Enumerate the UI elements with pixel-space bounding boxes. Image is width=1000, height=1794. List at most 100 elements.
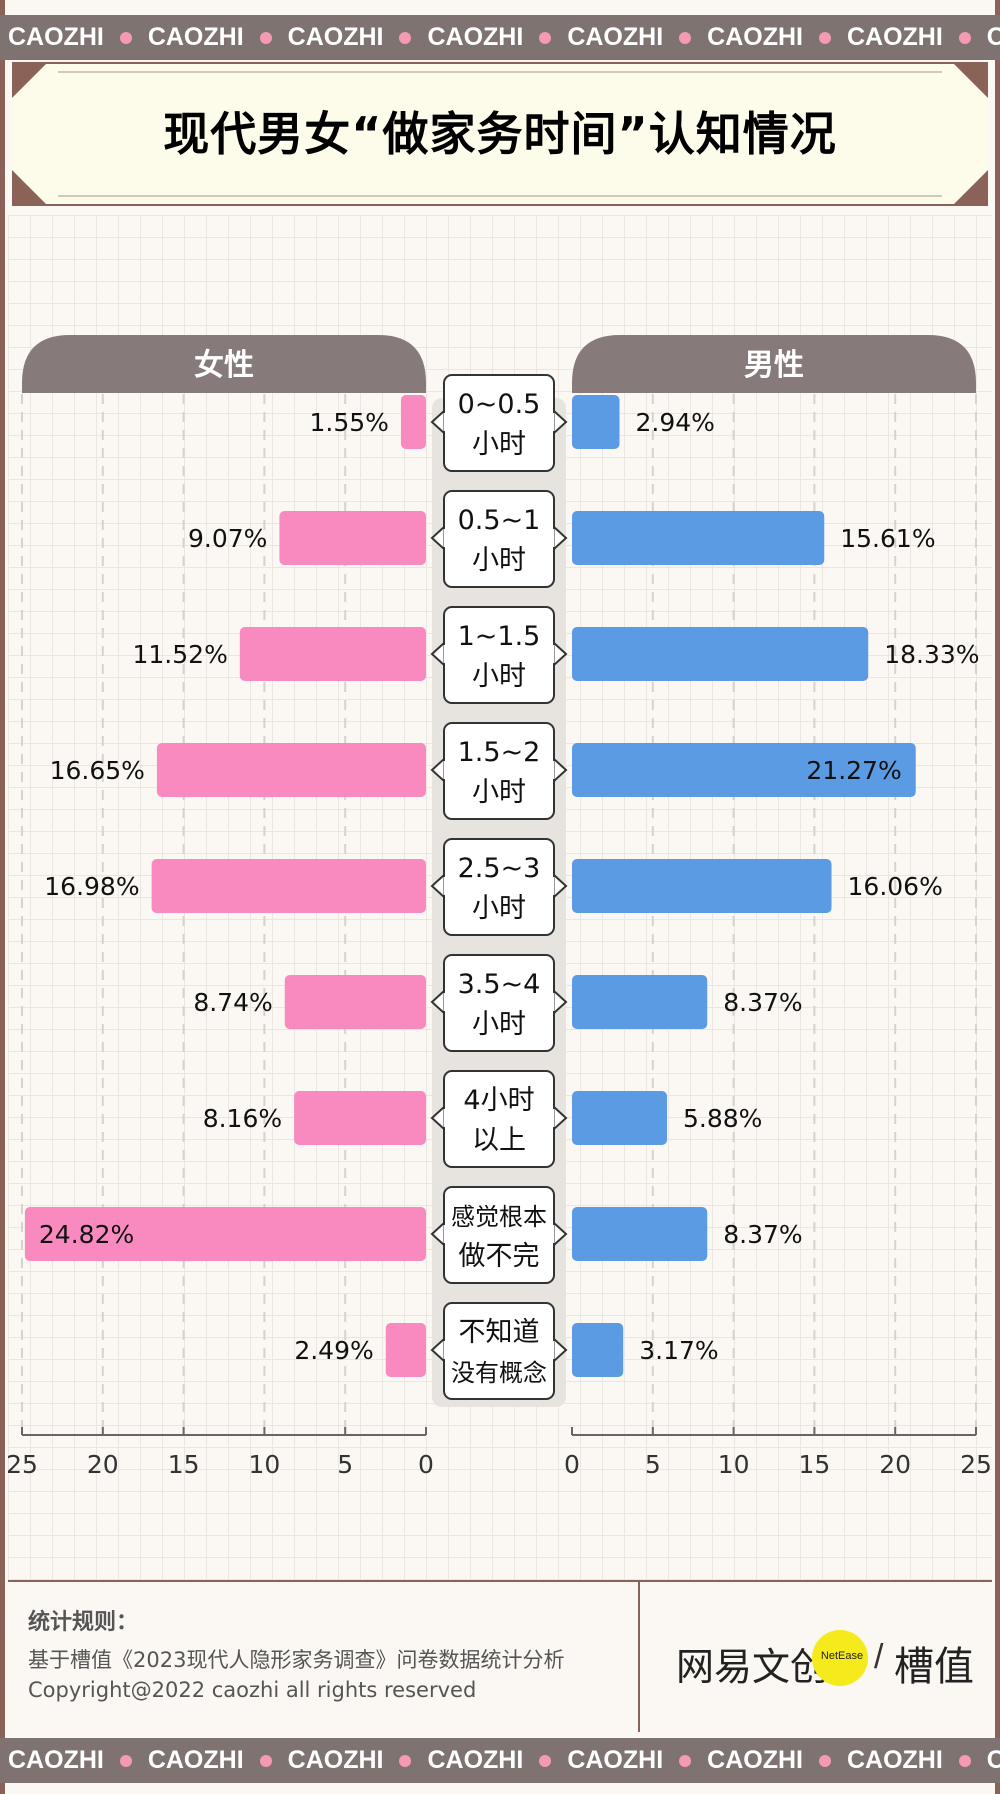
category-label-line1: 0~0.5 [458, 389, 541, 420]
category-label-line1: 1.5~2 [458, 737, 541, 768]
banner-word: CAOZHI [8, 1746, 104, 1774]
banner-word: CAOZHI [8, 23, 104, 51]
rules-source: 基于槽值《2023现代人隐形家务调查》问卷数据统计分析 [28, 1648, 565, 1672]
category-label-line2: 以上 [472, 1125, 526, 1156]
banner-dot [958, 1754, 971, 1767]
data-label-male: 5.88% [683, 1104, 762, 1133]
data-label-female: 8.16% [203, 1104, 282, 1133]
title-decoration [12, 64, 988, 204]
category-label-line2: 小时 [472, 545, 526, 576]
bar-female [279, 511, 426, 565]
data-label-male: 8.37% [723, 1220, 802, 1249]
rules-title: 统计规则： [28, 1610, 139, 1635]
data-label-male: 3.17% [639, 1336, 718, 1365]
bar-male [572, 1207, 708, 1261]
bar-male [572, 1323, 624, 1377]
category-label-line1: 4小时 [463, 1085, 534, 1116]
bar-female [151, 859, 426, 913]
bar-male [572, 627, 869, 681]
bar-male [572, 859, 832, 913]
brand-caozhi: 槽值 [894, 1644, 974, 1690]
data-label-male: 18.33% [884, 640, 979, 669]
data-label-male: 8.37% [723, 988, 802, 1017]
bar-male [572, 511, 825, 565]
data-label-female: 9.07% [188, 524, 267, 553]
data-label-female: 24.82% [39, 1220, 134, 1249]
brand-logo: 网易文创 NetEase / 槽值 [676, 1622, 976, 1692]
banner-word: CAOZHI [147, 1746, 244, 1774]
banner-dot [958, 31, 971, 44]
data-label-male: 15.61% [840, 524, 935, 553]
bar-female [156, 743, 426, 797]
banner-word: CAOZHI [427, 23, 524, 51]
bar-female [24, 1207, 426, 1261]
chart-area: 女性 男性 0 0 5 5 10 10 15 15 20 20 25 25 1.55% 2.94% 0~0.5 小… [8, 215, 992, 1580]
banner-word: CAOZHI [846, 23, 943, 51]
tick-label-male: 20 [879, 1450, 911, 1479]
male-header [572, 335, 976, 393]
tick-label-female: 20 [87, 1450, 119, 1479]
banner-word: CAOZHI [986, 23, 1000, 51]
data-label-female: 2.49% [294, 1336, 373, 1365]
banner-dot [539, 1754, 552, 1767]
female-header-label: 女性 [194, 348, 254, 383]
data-label-female: 11.52% [133, 640, 228, 669]
category-label-line1: 1~1.5 [458, 621, 541, 652]
copyright-text: Copyright@2022 caozhi all rights reserve… [28, 1678, 477, 1702]
tick-label-female: 25 [8, 1450, 38, 1479]
banner-word: CAOZHI [707, 23, 803, 51]
bottom-banner-row: CAOZHI CAOZHI CAOZHI CAOZHI CAOZHI CAOZHI CAOZ… [8, 1738, 1000, 1783]
banner-dot [679, 31, 692, 44]
bar-male [572, 1091, 668, 1145]
banner-dot [818, 31, 831, 44]
data-label-male: 2.94% [636, 408, 715, 437]
banner-word: CAOZHI [427, 1746, 524, 1774]
category-label-line2: 小时 [472, 661, 526, 692]
banner-word: CAOZHI [986, 1746, 1000, 1774]
category-label-line2: 小时 [472, 777, 526, 808]
banner-dot [818, 1754, 831, 1767]
tick-label-male: 15 [798, 1450, 830, 1479]
data-label-male: 21.27% [806, 756, 901, 785]
tick-label-female: 5 [337, 1450, 353, 1479]
banner-dot [539, 31, 552, 44]
bar-female [284, 975, 426, 1029]
top-banner-row: CAOZHI CAOZHI CAOZHI CAOZHI CAOZHI CAOZHI CAOZ… [8, 15, 1000, 60]
tick-label-male: 25 [960, 1450, 992, 1479]
banner-word: CAOZHI [567, 1746, 664, 1774]
corner-top-left [12, 64, 46, 98]
category-label-line1: 0.5~1 [458, 505, 541, 536]
brand-netease-text: NetEase [820, 1650, 864, 1662]
corner-bottom-right [954, 170, 988, 204]
banner-dot [259, 31, 272, 44]
banner-word: CAOZHI [846, 1746, 943, 1774]
tick-label-female: 0 [418, 1450, 434, 1479]
bar-female [239, 627, 426, 681]
bottom-banner: CAOZHI CAOZHI CAOZHI CAOZHI CAOZHI CAOZHI CAOZ… [0, 1738, 1000, 1783]
data-label-female: 8.74% [193, 988, 272, 1017]
bar-male [572, 975, 708, 1029]
category-label-line2: 小时 [472, 1009, 526, 1040]
female-header [22, 335, 426, 393]
category-label-line1: 不知道 [459, 1317, 540, 1348]
category-label-line2: 小时 [472, 893, 526, 924]
banner-dot [399, 1754, 412, 1767]
banner-word: CAOZHI [287, 23, 384, 51]
data-label-female: 1.55% [310, 408, 389, 437]
male-header-label: 男性 [744, 348, 804, 383]
banner-dot [679, 1754, 692, 1767]
diverging-bar-chart: 女性 男性 0 0 5 5 10 10 15 15 20 20 25 25 1.55% 2.94% 0~0.5 小… [8, 335, 992, 1479]
banner-word: CAOZHI [147, 23, 244, 51]
top-banner: CAOZHI CAOZHI CAOZHI CAOZHI CAOZHI CAOZHI CAOZ… [0, 15, 1000, 60]
bar-female [385, 1323, 426, 1377]
data-label-female: 16.98% [44, 872, 139, 901]
bar-female [294, 1091, 426, 1145]
banner-dot [399, 31, 412, 44]
category-label-line2: 小时 [472, 429, 526, 460]
brand-slash: / [874, 1638, 884, 1676]
category-label-line1: 3.5~4 [458, 969, 541, 1000]
corner-bottom-left [12, 170, 46, 204]
banner-word: CAOZHI [567, 23, 664, 51]
tick-label-male: 5 [645, 1450, 661, 1479]
banner-dot [119, 1754, 132, 1767]
